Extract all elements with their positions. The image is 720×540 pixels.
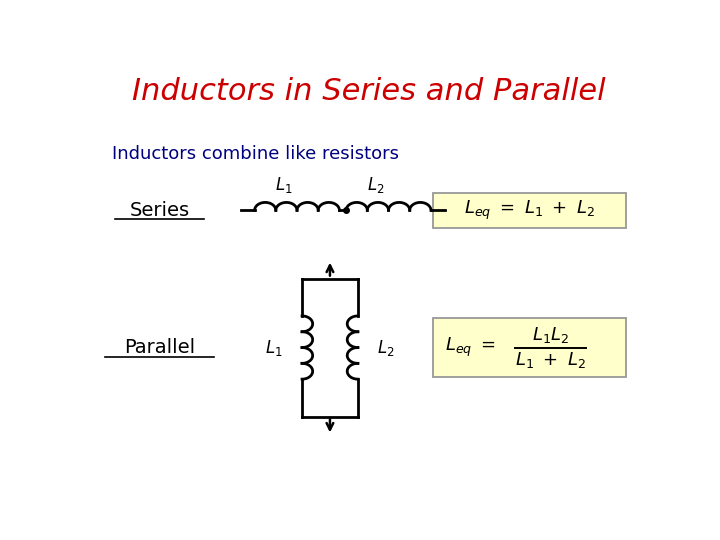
Text: $\mathit{L}_2$: $\mathit{L}_2$ (367, 174, 384, 194)
FancyBboxPatch shape (433, 318, 626, 377)
Text: $\mathit{L}_2$: $\mathit{L}_2$ (377, 338, 395, 357)
Text: Series: Series (130, 201, 190, 220)
Text: $\mathit{L}_1$: $\mathit{L}_1$ (276, 174, 293, 194)
Text: Parallel: Parallel (124, 338, 195, 357)
Text: $\mathit{L}_{eq}\ =$: $\mathit{L}_{eq}\ =$ (445, 336, 496, 359)
Text: $\mathit{L}_1\mathit{L}_2$: $\mathit{L}_1\mathit{L}_2$ (531, 325, 569, 345)
Text: $\mathit{L}_{eq}\ =\ \mathit{L}_1\ +\ \mathit{L}_2$: $\mathit{L}_{eq}\ =\ \mathit{L}_1\ +\ \m… (464, 199, 595, 222)
FancyBboxPatch shape (433, 193, 626, 228)
Text: Inductors combine like resistors: Inductors combine like resistors (112, 145, 400, 163)
Text: Inductors in Series and Parallel: Inductors in Series and Parallel (132, 77, 606, 106)
Text: $\mathit{L}_1$: $\mathit{L}_1$ (265, 338, 282, 357)
Text: $\mathit{L}_1\ +\ \mathit{L}_2$: $\mathit{L}_1\ +\ \mathit{L}_2$ (515, 350, 586, 370)
